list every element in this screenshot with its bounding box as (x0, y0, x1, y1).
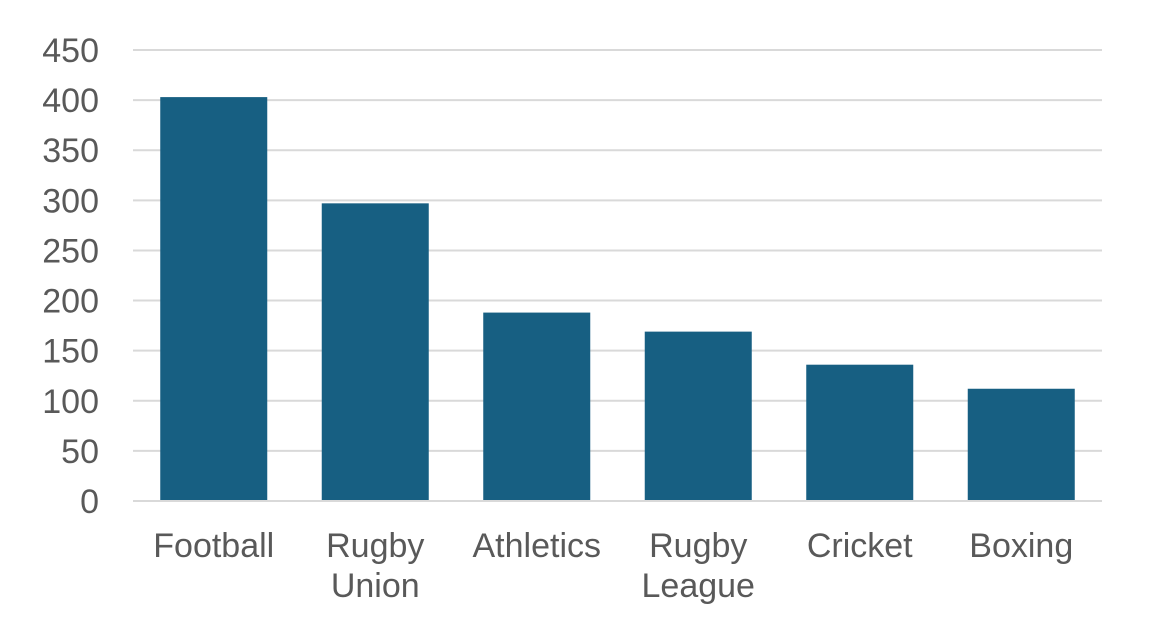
x-tick-label-line: Boxing (969, 527, 1073, 565)
y-axis-ticks: 0 50 100 150 200 250 300 350 400 450 (42, 32, 99, 521)
bar-rugby-league (644, 331, 752, 501)
x-tick-label-line: Rugby (326, 527, 424, 565)
x-tick-label-line: Football (153, 527, 274, 565)
bar-boxing (967, 388, 1075, 501)
x-tick-label-line: Athletics (473, 527, 602, 565)
bar-athletics (483, 312, 591, 501)
bar-rugby-union (321, 203, 429, 501)
x-tick-label-line: League (642, 567, 755, 605)
y-tick-label: 150 (42, 333, 99, 371)
bar-cricket (806, 364, 914, 501)
x-tick-label-line: Union (331, 567, 420, 605)
y-tick-label: 450 (42, 32, 99, 70)
gridlines (133, 49, 1102, 452)
y-tick-label: 400 (42, 82, 99, 120)
x-tick-label: Athletics (473, 527, 602, 565)
y-tick-label: 350 (42, 132, 99, 170)
y-tick-label: 250 (42, 232, 99, 270)
bar-football (160, 97, 268, 502)
bars (160, 97, 1075, 502)
x-tick-label-line: Cricket (807, 527, 913, 565)
x-tick-label-line: Rugby (649, 527, 747, 565)
y-tick-label: 50 (61, 433, 99, 471)
x-tick-label: Boxing (969, 527, 1073, 565)
y-tick-label: 0 (80, 483, 99, 521)
x-tick-label: Rugby League (642, 527, 755, 605)
y-tick-label: 200 (42, 283, 99, 321)
x-tick-label: Football (153, 527, 274, 565)
y-tick-label: 100 (42, 383, 99, 421)
y-tick-label: 300 (42, 182, 99, 220)
x-tick-label: Rugby Union (326, 527, 424, 605)
x-tick-label: Cricket (807, 527, 913, 565)
